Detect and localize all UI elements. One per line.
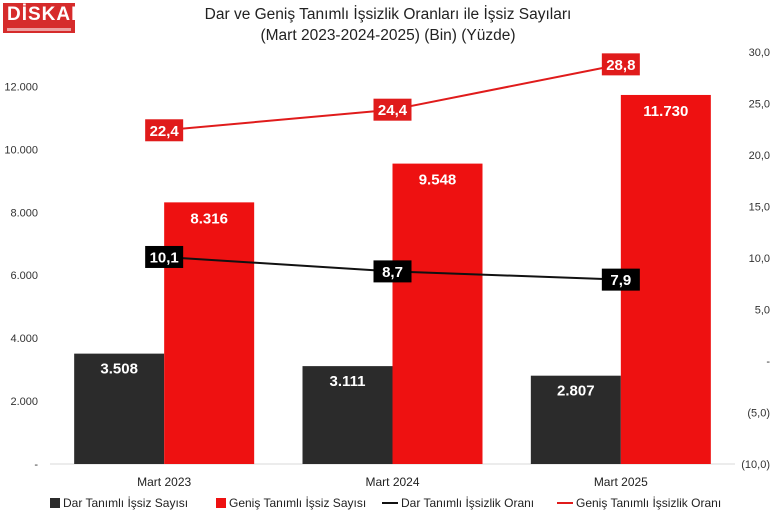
line-series: 10,1 8,7 7,9 22,4 24,4 28,8 [145, 53, 640, 291]
right-tick-label: 15,0 [749, 202, 770, 214]
legend-label: Dar Tanımlı İşsiz Sayısı [63, 496, 188, 510]
bar-dar-tanimli [74, 353, 165, 464]
legend: Dar Tanımlı İşsiz Sayısı Geniş Tanımlı İş… [50, 496, 721, 510]
legend-swatch [216, 498, 226, 508]
bar-dar-value-label: 2.807 [557, 383, 595, 400]
genis-orani-value-label: 24,4 [378, 102, 408, 119]
genis-orani-label-box [601, 53, 640, 76]
chart-subtitle: (Mart 2023-2024-2025) (Bin) (Yüzde) [260, 27, 515, 44]
left-axis: - 2.000 4.000 6.000 8.000 10.000 12.000 [4, 81, 38, 471]
left-tick-label: 10.000 [4, 144, 38, 156]
right-tick-label: 20,0 [749, 150, 770, 162]
dar-orani-label-box [373, 260, 412, 283]
right-axis: (10,0) (5,0) - 5,0 10,0 15,0 20,0 25,0 30,0 [741, 47, 770, 471]
right-tick-label: 25,0 [749, 99, 770, 111]
legend-swatch [50, 498, 60, 508]
dar-orani-value-label: 8,7 [382, 264, 403, 281]
legend-label: Dar Tanımlı İşsizlik Oranı [401, 496, 534, 510]
right-tick-label: 30,0 [749, 47, 770, 59]
genis-orani-value-label: 28,8 [606, 57, 635, 74]
category-labels: Mart 2023 Mart 2024 Mart 2025 [137, 475, 648, 489]
right-tick-label: (5,0) [747, 408, 770, 420]
diskar-logo: DİSKAR [3, 3, 85, 33]
dar-orani-value-label: 10,1 [150, 249, 179, 266]
left-tick-label: 8.000 [10, 207, 38, 219]
right-tick-label: 10,0 [749, 253, 770, 265]
legend-label: Geniş Tanımlı İşsizlik Oranı [576, 496, 721, 510]
bar-genis-tanimli [164, 202, 255, 464]
bar-series: 3.508 8.316 3.111 9.548 2.807 11.730 [74, 94, 711, 465]
logo-text: DİSKAR [7, 4, 86, 25]
genis-orani-value-label: 22,4 [150, 123, 180, 140]
dar-orani-label-box [145, 245, 184, 268]
bar-dar-value-label: 3.508 [100, 361, 138, 378]
dar-orani-value-label: 7,9 [610, 272, 631, 289]
bar-genis-value-label: 8.316 [190, 210, 228, 227]
category-label: Mart 2025 [594, 475, 648, 489]
bar-dar-value-label: 3.111 [330, 373, 366, 390]
left-tick-label: 6.000 [10, 270, 38, 282]
category-label: Mart 2024 [365, 475, 419, 489]
left-tick-label: 12.000 [4, 81, 38, 93]
dar-orani-label-box [601, 268, 640, 291]
legend-label: Geniş Tanımlı İşsiz Sayısı [229, 496, 366, 510]
logo-tagline-bar [7, 28, 71, 31]
left-tick-label: 4.000 [10, 333, 38, 345]
left-tick-label: 2.000 [10, 396, 38, 408]
genis-orani-label-box [145, 119, 184, 142]
right-tick-label: 5,0 [755, 305, 770, 317]
category-label: Mart 2023 [137, 475, 191, 489]
right-tick-label: - [766, 356, 770, 368]
bar-dar-tanimli [302, 366, 393, 464]
chart-title: Dar ve Geniş Tanımlı İşsizlik Oranları i… [205, 5, 572, 23]
right-tick-label: (10,0) [741, 459, 770, 471]
left-tick-label: - [34, 459, 38, 471]
bar-genis-tanimli [392, 163, 483, 464]
bar-genis-value-label: 9.548 [419, 172, 457, 189]
genis-orani-label-box [373, 98, 412, 121]
bar-genis-value-label: 11.730 [643, 103, 688, 120]
bar-dar-tanimli [530, 375, 621, 464]
